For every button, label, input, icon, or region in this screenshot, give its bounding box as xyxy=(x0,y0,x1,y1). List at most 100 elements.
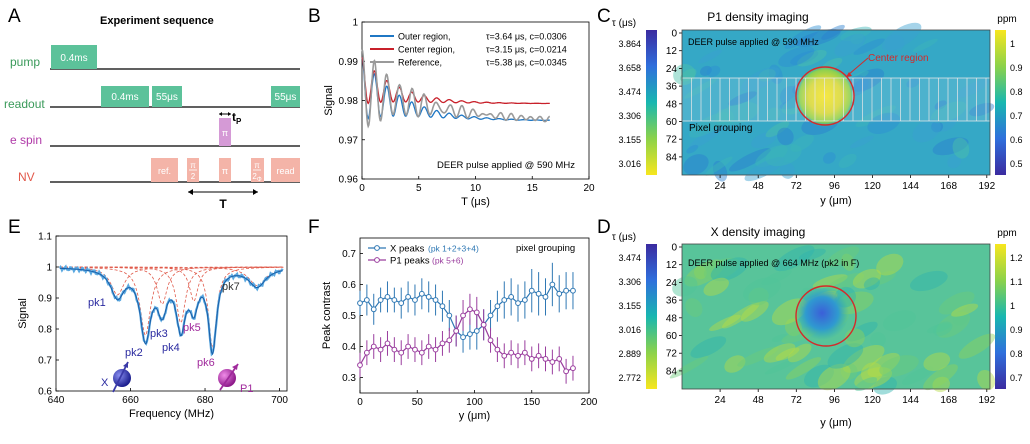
p1-spin-illustration: P1 xyxy=(218,363,253,395)
f-point xyxy=(467,306,473,313)
pixel-grouping-band xyxy=(682,78,990,121)
map-texture-blob xyxy=(790,134,814,152)
f-legend-detail: (pk 1+2+3+4) xyxy=(428,244,479,254)
map-texture-blob xyxy=(850,68,885,92)
f-point xyxy=(391,346,398,353)
f-point xyxy=(405,294,411,300)
t-span-label: T xyxy=(219,197,227,211)
f-legend-name: X peaks xyxy=(390,244,425,255)
nv-pi-pulse xyxy=(219,158,231,182)
f-point xyxy=(377,297,384,303)
b-series-line-2 xyxy=(361,49,551,129)
map-texture-blob xyxy=(909,270,948,292)
f-point xyxy=(501,297,508,303)
map-xtick-label: 120 xyxy=(864,395,881,406)
b-xtick-label: 15 xyxy=(527,183,539,194)
map-ytick-label: 48 xyxy=(666,313,678,324)
panel-letter-b: B xyxy=(308,6,321,27)
map-texture-blob xyxy=(873,376,897,395)
map-texture-blob xyxy=(854,367,893,389)
e-peak-fit-3 xyxy=(59,266,284,324)
colorbar-tick-label: 0.6 xyxy=(1010,135,1023,145)
f-point xyxy=(363,349,370,356)
tp-label: tP xyxy=(232,110,242,126)
c-left-colorbar xyxy=(646,30,657,175)
colorbar-tick-label: 1 xyxy=(1010,301,1015,311)
colorbar-tick-label: 1.1 xyxy=(1010,277,1023,287)
panel-e: E 640 660 680 700 0.6 0.7 0.8 0.9 1 1.1 Frequency … xyxy=(8,217,288,420)
e-ytick-label: 0.7 xyxy=(38,356,52,367)
nv-pi-half-1-num: π xyxy=(190,161,196,170)
e-xlabel: Frequency (MHz) xyxy=(129,408,214,420)
nv-ref-label: ref. xyxy=(158,166,171,176)
map-xtick-label: 168 xyxy=(940,395,957,406)
map-texture-blob xyxy=(876,253,904,276)
panel-letter-c: C xyxy=(597,6,611,27)
map-texture-blob xyxy=(684,259,725,287)
panel-b: B 0 5 10 15 20 0.96 0.97 0.98 0.99 1 T (μs) Signal O… xyxy=(308,6,595,208)
f-point xyxy=(556,356,563,362)
f-point xyxy=(473,309,480,316)
map-ytick-label: 36 xyxy=(666,82,678,93)
map-texture-blob xyxy=(821,24,845,40)
readout-pulse-3 xyxy=(271,86,300,107)
c-left-colorbar-title: τ (μs) xyxy=(612,18,636,29)
pump-pulse-label: 0.4ms xyxy=(60,53,87,64)
f-point xyxy=(501,352,508,359)
e-ylabel: Signal xyxy=(17,298,29,329)
map-ytick-label: 12 xyxy=(666,260,678,271)
f-point xyxy=(418,290,425,297)
map-texture-blob xyxy=(938,291,975,315)
x-spin-illustration: X xyxy=(101,361,131,393)
map-texture-blob xyxy=(683,154,709,176)
e-peak-label: pk6 xyxy=(197,357,215,369)
f-point xyxy=(432,297,439,303)
map-texture-blob xyxy=(852,268,882,289)
e-ytick-label: 0.6 xyxy=(38,387,52,398)
d-left-colorbar-title: τ (μs) xyxy=(612,232,636,243)
f-point xyxy=(467,331,473,338)
map-texture-blob xyxy=(870,332,886,348)
map-texture-blob xyxy=(709,314,741,331)
panel-f: F 0 50 100 150 200 0.3 0.4 0.5 0.6 0.7 y (μm) Peak … xyxy=(308,217,598,422)
map-xtick-label: 168 xyxy=(940,181,957,192)
map-ytick-label: 72 xyxy=(666,135,678,146)
f-point xyxy=(439,340,446,347)
f-point xyxy=(480,321,487,328)
e-xtick-label: 640 xyxy=(48,395,65,406)
map-xtick-label: 192 xyxy=(978,181,995,192)
readout-pulse-1 xyxy=(101,86,149,107)
f-point xyxy=(528,356,535,362)
f-point xyxy=(570,287,576,294)
map-texture-blob xyxy=(740,301,769,322)
nv-pi-half-2-num: π xyxy=(254,161,260,170)
e-peak-label: pk1 xyxy=(88,297,106,309)
map-texture-blob xyxy=(728,91,757,106)
colorbar-tick-label: 0.9 xyxy=(1010,325,1023,335)
colorbar-tick-label: 3.016 xyxy=(618,325,641,335)
map-texture-blob xyxy=(790,50,819,65)
b-legend-name: Reference, xyxy=(398,58,442,68)
map-texture-blob xyxy=(686,144,699,154)
map-texture-blob xyxy=(778,46,815,67)
d-right-colorbar-ticks: 1.2 1.1 1 0.9 0.8 0.7 xyxy=(1010,253,1023,383)
d-right-colorbar-title: ppm xyxy=(997,228,1016,239)
colorbar-tick-label: 0.7 xyxy=(1010,111,1023,121)
d-left-colorbar xyxy=(646,244,657,389)
f-point xyxy=(487,312,494,319)
map-texture-blob xyxy=(706,65,721,78)
f-xtick-label: 100 xyxy=(466,397,483,408)
f-point xyxy=(384,294,391,300)
f-point xyxy=(439,303,446,310)
tp-arrowheads xyxy=(219,112,231,116)
f-point xyxy=(563,368,569,375)
f-legend-marker xyxy=(374,245,380,251)
pump-pulse xyxy=(51,45,97,69)
spectrum-chart: 640 660 680 700 0.6 0.7 0.8 0.9 1 1.1 Frequency (M… xyxy=(17,232,288,421)
colorbar-tick-label: 0.9 xyxy=(1010,63,1023,73)
map-texture-blob xyxy=(931,109,958,132)
map-texture-blob xyxy=(951,303,979,317)
map-texture-blob xyxy=(912,119,941,143)
f-point xyxy=(549,359,556,365)
map-texture-blob xyxy=(737,346,779,367)
